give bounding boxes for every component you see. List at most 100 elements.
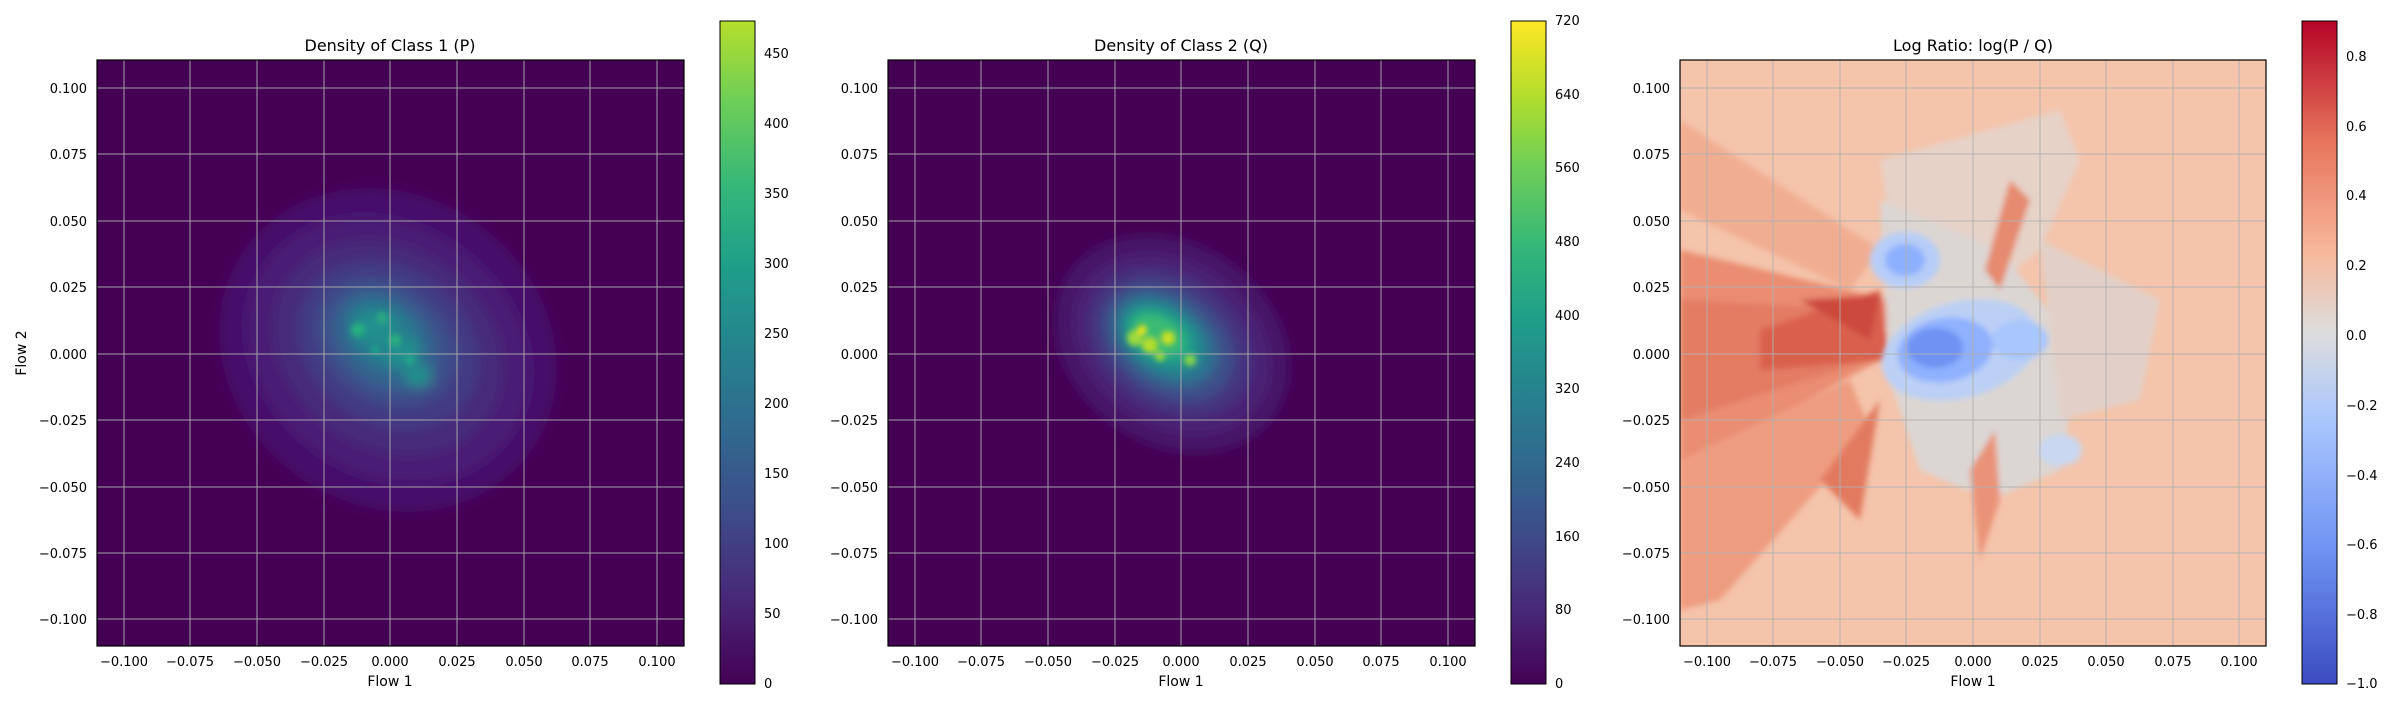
colorbar-tick-label: 0 (1555, 677, 1563, 692)
x-tick-label: −0.075 (166, 655, 214, 670)
colorbar-tick-label: 0.8 (2346, 50, 2367, 65)
colorbar-tick-label: 350 (764, 187, 789, 202)
density-peak (1142, 337, 1158, 353)
colorbar-tick-label: 0.0 (2346, 329, 2367, 344)
y-tick-label: 0.050 (841, 215, 878, 230)
panel-title: Log Ratio: log(P / Q) (1893, 36, 2053, 55)
x-tick-labels: −0.100 −0.075 −0.050 −0.025 0.000 0.025 … (891, 655, 1467, 670)
positive-region (1970, 430, 2000, 560)
y-tick-labels: 0.100 0.075 0.050 0.025 0.000 −0.025 −0.… (39, 82, 87, 628)
panel-title: Density of Class 2 (Q) (1094, 36, 1268, 55)
colorbar-tick-label: 50 (764, 607, 781, 622)
colorbar: 0 80 160 240 320 400 480 560 640 720 (1510, 14, 1580, 692)
x-tick-label: 0.025 (1229, 655, 1266, 670)
colorbar-tick-label: −0.6 (2346, 538, 2378, 553)
colorbar-tick-label: 720 (1555, 14, 1580, 29)
y-tick-label: −0.075 (830, 547, 878, 562)
gridlines (888, 60, 1475, 646)
density-peak (351, 323, 365, 337)
x-tick-label: −0.050 (1816, 655, 1864, 670)
y-tick-label: 0.000 (841, 348, 878, 363)
x-tick-label: 0.050 (2087, 655, 2124, 670)
density-peak (376, 312, 388, 324)
y-tick-label: 0.100 (50, 82, 87, 97)
x-tick-label: −0.100 (100, 655, 148, 670)
neutral-region (2040, 240, 2160, 420)
x-tick-label: 0.100 (2220, 655, 2257, 670)
panel-density-p: Density of Class 1 (P) (14, 20, 789, 692)
colorbar-tick-label: −0.2 (2346, 399, 2378, 414)
x-tick-label: −0.050 (233, 655, 281, 670)
density-peaks (351, 312, 415, 365)
density-level (404, 365, 432, 387)
y-tick-label: −0.075 (1622, 547, 1670, 562)
panel-log-ratio: Log Ratio: log(P / Q) (1622, 20, 2378, 692)
negative-region (1907, 328, 1963, 368)
negative-region (1885, 244, 1925, 276)
colorbar: 0.8 0.6 0.4 0.2 0.0 −0.2 −0.4 −0.6 −0.8 … (2301, 20, 2378, 692)
y-tick-label: 0.000 (50, 348, 87, 363)
y-tick-label: 0.050 (1633, 215, 1670, 230)
y-tick-label: 0.025 (1633, 281, 1670, 296)
density-peak (1184, 354, 1196, 366)
y-tick-label: 0.075 (1633, 148, 1670, 163)
x-tick-labels: −0.100 −0.075 −0.050 −0.025 0.000 0.025 … (1683, 655, 2258, 670)
x-axis-label: Flow 1 (1950, 674, 1995, 690)
colorbar-tick-label: −1.0 (2346, 677, 2378, 692)
y-tick-label: −0.050 (39, 481, 87, 496)
gridlines (97, 60, 684, 646)
x-tick-labels: −0.100 −0.075 −0.050 −0.025 0.000 0.025 … (100, 655, 676, 670)
density-blobs (219, 188, 557, 512)
x-tick-label: 0.050 (505, 655, 542, 670)
axes-frame (887, 59, 1476, 647)
density-peak (389, 334, 401, 346)
colorbar-tick-label: 0.2 (2346, 259, 2367, 274)
negative-regions (1870, 232, 2082, 466)
y-tick-label: 0.100 (1633, 82, 1670, 97)
panel-density-q: Density of Class 2 (Q) (830, 14, 1580, 692)
y-tick-label: −0.025 (1622, 414, 1670, 429)
x-tick-label: −0.050 (1024, 655, 1072, 670)
density-peak (1137, 325, 1147, 335)
y-tick-label: −0.100 (830, 613, 878, 628)
x-tick-label: 0.075 (571, 655, 608, 670)
colorbar: 0 50 100 150 200 250 300 350 400 450 (719, 20, 789, 692)
x-tick-label: −0.100 (1683, 655, 1731, 670)
colorbar-gradient (719, 20, 756, 685)
colorbar-tick-label: 250 (764, 327, 789, 342)
y-tick-label: 0.075 (841, 148, 878, 163)
colorbar-tick-label: 320 (1555, 382, 1580, 397)
axes-frame (96, 59, 685, 647)
negative-region (2038, 434, 2082, 466)
x-tick-label: 0.000 (1954, 655, 1991, 670)
panel-title: Density of Class 1 (P) (305, 36, 476, 55)
y-tick-labels: 0.100 0.075 0.050 0.025 0.000 −0.025 −0.… (830, 82, 878, 628)
x-tick-label: 0.000 (1162, 655, 1199, 670)
colorbar-gradient (2301, 20, 2338, 685)
colorbar-tick-label: −0.4 (2346, 469, 2378, 484)
colorbar-tick-label: 0.6 (2346, 120, 2367, 135)
colorbar-tick-label: 560 (1555, 161, 1580, 176)
x-axis-label: Flow 1 (1158, 674, 1203, 690)
colorbar-tick-label: 0 (764, 677, 772, 692)
positive-region (1680, 120, 1880, 290)
colorbar-tick-label: 480 (1555, 235, 1580, 250)
x-tick-label: −0.075 (957, 655, 1005, 670)
x-tick-label: 0.050 (1296, 655, 1333, 670)
colorbar-gradient (1510, 20, 1547, 685)
y-tick-label: 0.025 (50, 281, 87, 296)
y-tick-label: −0.050 (1622, 481, 1670, 496)
x-tick-label: −0.025 (1091, 655, 1139, 670)
y-tick-label: 0.075 (50, 148, 87, 163)
colorbar-tick-label: 0.4 (2346, 189, 2367, 204)
positive-region (1985, 180, 2030, 290)
y-tick-label: −0.025 (39, 414, 87, 429)
x-tick-label: −0.025 (1882, 655, 1930, 670)
y-axis-label: Flow 2 (14, 330, 30, 375)
y-tick-label: −0.100 (1622, 613, 1670, 628)
y-tick-label: −0.100 (39, 613, 87, 628)
colorbar-tick-label: 200 (764, 397, 789, 412)
colorbar-tick-label: 150 (764, 467, 789, 482)
